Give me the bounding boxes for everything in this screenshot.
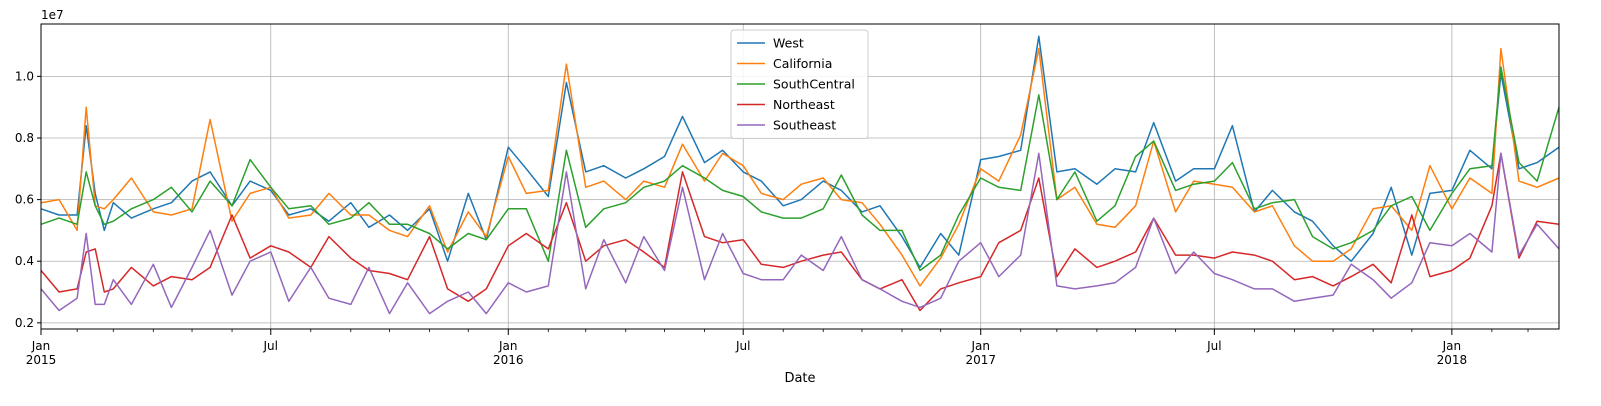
legend-label: Southeast xyxy=(773,118,836,133)
x-tick-label: Jan xyxy=(1442,339,1462,353)
plot-frame xyxy=(40,23,1560,330)
y-tick-label: 1.0 xyxy=(15,69,34,83)
x-tick-year-label: 2017 xyxy=(965,353,996,367)
series-line-west xyxy=(40,35,1560,269)
y-axis: 0.2 0.4 0.6 0.8 1.0 xyxy=(15,69,41,330)
y-tick-label: 0.6 xyxy=(15,193,34,207)
series-line-southcentral xyxy=(40,66,1560,272)
legend-box xyxy=(730,29,869,139)
y-tick-label: 0.8 xyxy=(15,131,34,145)
y-tick-label: 0.4 xyxy=(15,254,34,268)
x-axis-title: Date xyxy=(784,371,815,386)
y-scale-label: 1e7 xyxy=(41,8,64,22)
x-tick-year-label: 2015 xyxy=(26,353,57,367)
x-tick-year-label: 2016 xyxy=(493,353,524,367)
legend-label: West xyxy=(773,36,804,51)
x-tick-label: Jul xyxy=(263,339,278,353)
series-line-southeast xyxy=(40,152,1560,315)
series-line-northeast xyxy=(40,152,1560,312)
y-tick-label: 0.2 xyxy=(15,316,34,330)
series-lines xyxy=(40,35,1560,315)
x-tick-year-label: 2018 xyxy=(1437,353,1468,367)
series-line-california xyxy=(40,47,1560,287)
legend-label: California xyxy=(773,56,832,71)
x-tick-label: Jan xyxy=(498,339,518,353)
legend: West California SouthCentral Northeast South… xyxy=(730,29,869,139)
x-tick-label: Jul xyxy=(735,339,750,353)
x-tick-label: Jan xyxy=(31,339,51,353)
legend-label: SouthCentral xyxy=(773,77,855,92)
legend-label: Northeast xyxy=(773,97,835,112)
x-tick-label: Jan xyxy=(970,339,990,353)
x-tick-label: Jul xyxy=(1206,339,1221,353)
